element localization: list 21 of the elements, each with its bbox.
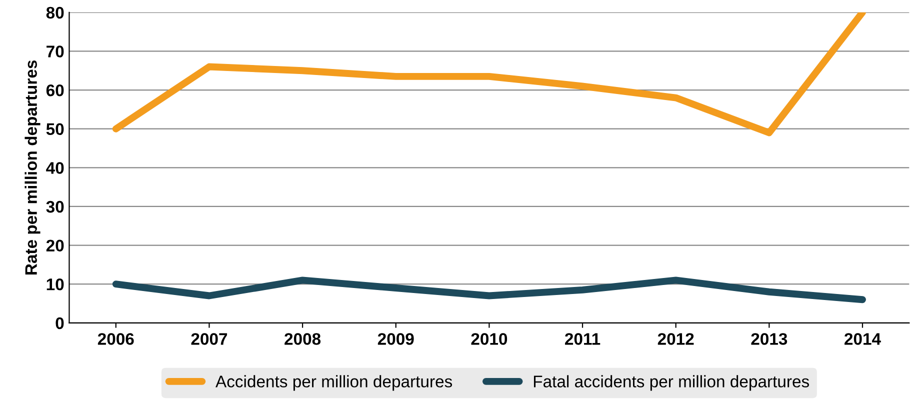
x-tick-label: 2007 <box>191 333 228 345</box>
x-tick-label: 2012 <box>658 333 694 345</box>
x-tick-label: 2014 <box>844 333 881 345</box>
y-tick-label: 40 <box>46 162 64 174</box>
y-tick-label: 80 <box>46 6 64 19</box>
x-tick-label: 2011 <box>565 333 600 345</box>
legend-label: Accidents per million departures <box>216 375 452 391</box>
y-tick-label: 20 <box>46 240 64 252</box>
y-tick-label: 0 <box>56 317 64 330</box>
x-tick-label: 2006 <box>98 333 134 345</box>
y-tick-label: 30 <box>46 200 64 213</box>
y-tick-label: 60 <box>46 84 64 96</box>
x-tick-label: 2009 <box>378 333 414 345</box>
x-tick-label: 2008 <box>284 333 321 345</box>
legend-label: Fatal accidents per million departures <box>534 375 809 391</box>
y-tick-label: 10 <box>46 278 64 290</box>
y-axis-title: Rate per million departures <box>24 60 40 274</box>
y-tick-label: 50 <box>46 123 64 136</box>
y-tick-label: 70 <box>46 46 64 58</box>
x-tick-label: 2013 <box>751 333 788 345</box>
x-tick-label: 2010 <box>471 333 508 345</box>
